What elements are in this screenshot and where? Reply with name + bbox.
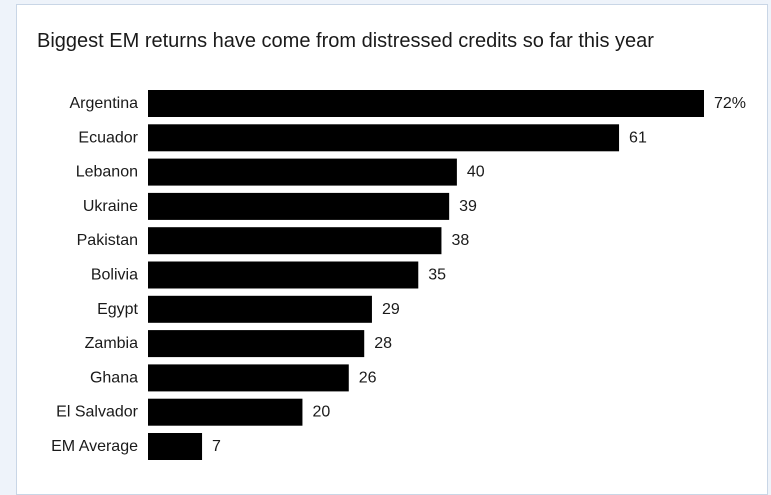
bar — [148, 433, 203, 460]
chart-title: Biggest EM returns have come from distre… — [37, 30, 654, 52]
category-label: Bolivia — [91, 267, 138, 284]
value-label: 61 — [629, 129, 647, 146]
bar — [148, 227, 442, 255]
value-label: 26 — [359, 369, 377, 386]
category-label: Egypt — [97, 301, 138, 318]
bar — [148, 330, 365, 358]
category-label: Pakistan — [77, 232, 138, 249]
value-label: 28 — [374, 335, 392, 352]
value-label: 72% — [714, 95, 746, 112]
bar — [148, 364, 349, 392]
value-label: 29 — [382, 301, 400, 318]
category-label: Ecuador — [78, 129, 138, 146]
value-label: 7 — [212, 438, 221, 455]
category-label: Argentina — [70, 95, 139, 112]
bar — [148, 295, 372, 323]
bar — [148, 90, 704, 117]
value-label: 38 — [451, 232, 469, 249]
value-label: 39 — [459, 198, 477, 215]
bar-chart: Argentina 72% Ecuador 61 Lebanon 40 Ukraine 39 P… — [51, 90, 746, 460]
category-label: Ghana — [90, 369, 138, 386]
value-label: 40 — [467, 164, 485, 181]
bar — [148, 261, 419, 289]
value-label: 20 — [312, 404, 330, 421]
bar — [148, 192, 450, 220]
bar — [148, 398, 303, 426]
value-label: 35 — [428, 267, 446, 284]
category-label: EM Average — [51, 438, 138, 455]
category-label: Zambia — [85, 335, 138, 352]
category-label: Ukraine — [83, 198, 138, 215]
category-label: Lebanon — [76, 164, 138, 181]
chart-card: Biggest EM returns have come from distre… — [16, 4, 768, 495]
category-label: El Salvador — [56, 404, 138, 421]
bar — [148, 124, 620, 152]
bar — [148, 158, 457, 186]
